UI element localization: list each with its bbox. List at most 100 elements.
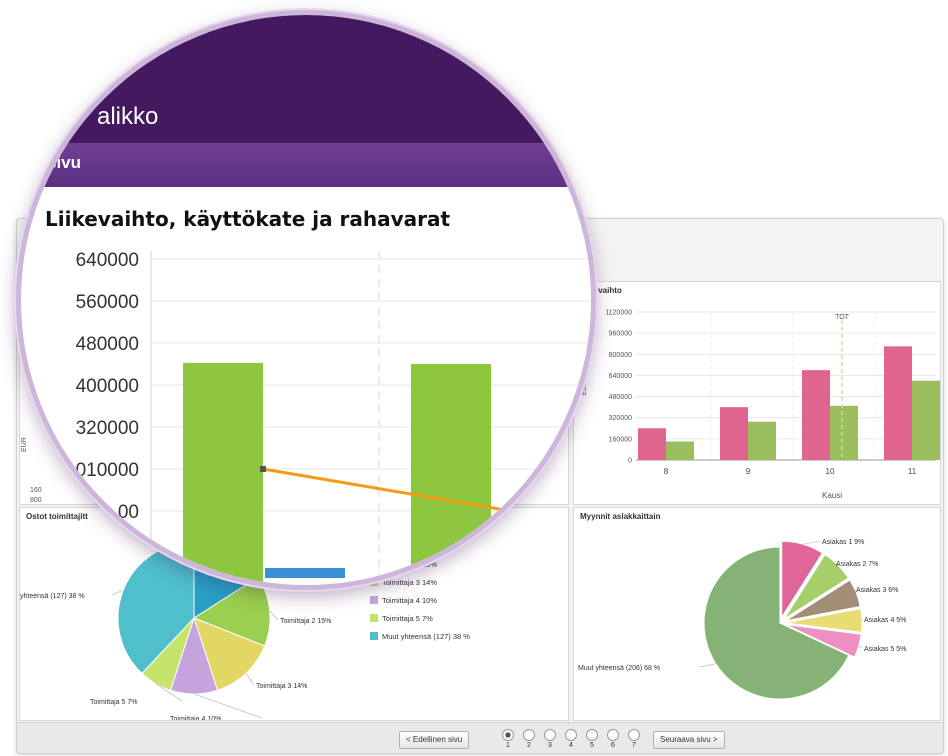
ostot-title: Ostot toimittajitt bbox=[26, 512, 88, 521]
lv-bar bbox=[720, 407, 748, 460]
bg-left-tick-1: 800 bbox=[30, 497, 42, 504]
page-dot-5[interactable]: 5 bbox=[583, 729, 601, 749]
lv-ytick: 0 bbox=[628, 458, 632, 465]
ostot-leader bbox=[269, 610, 279, 621]
next-page-button[interactable]: Seuraava sivu > bbox=[653, 731, 725, 749]
myynnit-slice bbox=[703, 546, 850, 700]
ostot-legend-label: Toimittaja 5 7% bbox=[382, 614, 433, 623]
myynnit-slice-label: Asiakas 3 6% bbox=[856, 587, 898, 594]
ostot-slice-label: Toimittaja 2 15% bbox=[280, 618, 331, 625]
page-dot-circle[interactable] bbox=[586, 729, 598, 741]
page-number: 5 bbox=[590, 742, 594, 749]
ostot-slice-label: Toimittaja 5 7% bbox=[90, 699, 137, 706]
main-line-orange bbox=[262, 467, 512, 513]
lv-xtick: 11 bbox=[908, 467, 917, 476]
tab-etusivu[interactable]: sivu bbox=[47, 153, 82, 172]
lv-ytick: 800000 bbox=[609, 352, 632, 359]
myynnit-slice-label: Muut yhteensä (206) 68 % bbox=[578, 665, 660, 672]
main-ytick: 480000 bbox=[76, 334, 139, 355]
myynnit-slice-label: Asiakas 1 9% bbox=[822, 539, 864, 546]
page-dot-2[interactable]: 2 bbox=[520, 729, 538, 749]
lv-xlabel: Kausi bbox=[822, 491, 842, 500]
main-chart-title: Liikevaihto, käyttökate ja rahavarat bbox=[45, 207, 451, 231]
page-dot-7[interactable]: 7 bbox=[625, 729, 643, 749]
main-ytick: 560000 bbox=[76, 292, 139, 313]
lv-bar bbox=[884, 346, 912, 460]
page-dot-circle[interactable] bbox=[523, 729, 535, 741]
app-title: alikko bbox=[97, 103, 159, 130]
ostot-legend-swatch bbox=[370, 596, 378, 604]
main-ytick: 320000 bbox=[76, 418, 139, 439]
bg-left-tick-0: 160 bbox=[30, 487, 42, 494]
main-bar-blue bbox=[265, 568, 345, 578]
bg-left-ylabel: EUR bbox=[21, 437, 28, 452]
pager: < Edellinen sivu 1 2 3 4 5 6 7 Seuraava sivu > bbox=[17, 722, 943, 753]
lv-xtick: 9 bbox=[746, 467, 751, 476]
liikevaihto-chart: 1120000 960000 800000 640000 480000 320000 160… bbox=[581, 310, 940, 500]
page-dot-1[interactable]: 1 bbox=[499, 729, 517, 749]
myynnit-leader bbox=[802, 540, 821, 545]
main-ytick: 640000 bbox=[76, 250, 139, 271]
lv-ytick: 160000 bbox=[609, 436, 632, 443]
myynnit-slice bbox=[785, 624, 862, 658]
ostot-slice-label: Toimittaja 4 10% bbox=[170, 716, 221, 720]
myynnit-leader bbox=[853, 588, 857, 593]
ostot-legend-label: Toimittaja 3 14% bbox=[382, 578, 437, 587]
lv-xtick: 8 bbox=[664, 467, 669, 476]
page-dot-3[interactable]: 3 bbox=[541, 729, 559, 749]
bg-left-axis: EUR 160 800 bbox=[21, 437, 42, 504]
lv-bar bbox=[666, 441, 694, 460]
myynnit-slice-label: Asiakas 2 7% bbox=[836, 561, 878, 568]
previous-page-button[interactable]: < Edellinen sivu bbox=[399, 731, 470, 749]
myynnit-leader bbox=[833, 562, 839, 566]
page-number: 4 bbox=[569, 742, 573, 749]
ostot-leader bbox=[245, 673, 255, 686]
lv-xtick: 10 bbox=[826, 467, 835, 476]
page-dot-circle[interactable] bbox=[565, 729, 577, 741]
main-line-marker bbox=[260, 466, 266, 472]
page-dot-circle[interactable] bbox=[628, 729, 640, 741]
ostot-legend-swatch bbox=[370, 614, 378, 622]
myynnit-slice-label: Asiakas 4 5% bbox=[864, 617, 906, 624]
ostot-leader bbox=[193, 693, 263, 719]
lv-ylabel: EUR bbox=[581, 381, 588, 396]
main-bar-green bbox=[183, 362, 263, 585]
magnifier-zoom: alikko sivu Liikevaihto, käyttökate ja r… bbox=[16, 10, 596, 590]
ostot-slice-label: Toimittaja 3 14% bbox=[256, 683, 307, 690]
liikevaihto-title: Liikevaihto bbox=[580, 286, 622, 295]
page-number: 6 bbox=[611, 742, 615, 749]
tot-marker-label: TOT bbox=[835, 314, 850, 321]
main-ytick: 00 bbox=[118, 502, 139, 523]
page-number: 2 bbox=[527, 742, 531, 749]
page-number: 7 bbox=[632, 742, 636, 749]
lv-bar bbox=[638, 428, 666, 460]
ostot-leader bbox=[111, 589, 124, 596]
lv-ytick: 640000 bbox=[609, 373, 632, 380]
main-bar-chart: 640000 560000 480000 400000 320000 010000 00 bbox=[76, 250, 591, 585]
lv-bar bbox=[912, 380, 940, 460]
lv-ytick: 320000 bbox=[609, 415, 632, 422]
ostot-legend-label: Muut yhteensä (127) 38 % bbox=[382, 632, 470, 641]
lv-bar bbox=[830, 405, 858, 460]
page-number: 1 bbox=[506, 742, 510, 749]
liikevaihto-panel: Liikevaihto 1120000 960000 800000 640000 480… bbox=[573, 281, 941, 505]
ostot-legend-swatch bbox=[370, 578, 378, 586]
ostot-slice-label: yhteensä (127) 38 % bbox=[20, 593, 85, 600]
ostot-leader bbox=[155, 683, 183, 702]
lv-ytick: 1120000 bbox=[605, 310, 632, 317]
page-dot-circle[interactable] bbox=[544, 729, 556, 741]
myynnit-slice-label: Asiakas 5 5% bbox=[864, 646, 906, 653]
app-header bbox=[21, 15, 591, 143]
page-number: 3 bbox=[548, 742, 552, 749]
page-dot-circle[interactable] bbox=[607, 729, 619, 741]
page-dot-circle[interactable] bbox=[502, 729, 514, 741]
page-dot-4[interactable]: 4 bbox=[562, 729, 580, 749]
page-dot-6[interactable]: 6 bbox=[604, 729, 622, 749]
main-ytick: 010000 bbox=[76, 460, 139, 481]
lv-ytick: 480000 bbox=[609, 394, 632, 401]
nav-bar bbox=[21, 143, 591, 187]
myynnit-pie-chart: Asiakas 1 9% Asiakas 2 7% Asiakas 3 6% Asia… bbox=[578, 539, 906, 700]
lv-bar bbox=[748, 421, 776, 460]
ostot-legend-swatch bbox=[370, 632, 378, 640]
ostot-legend-label: Toimittaja 4 10% bbox=[382, 596, 437, 605]
